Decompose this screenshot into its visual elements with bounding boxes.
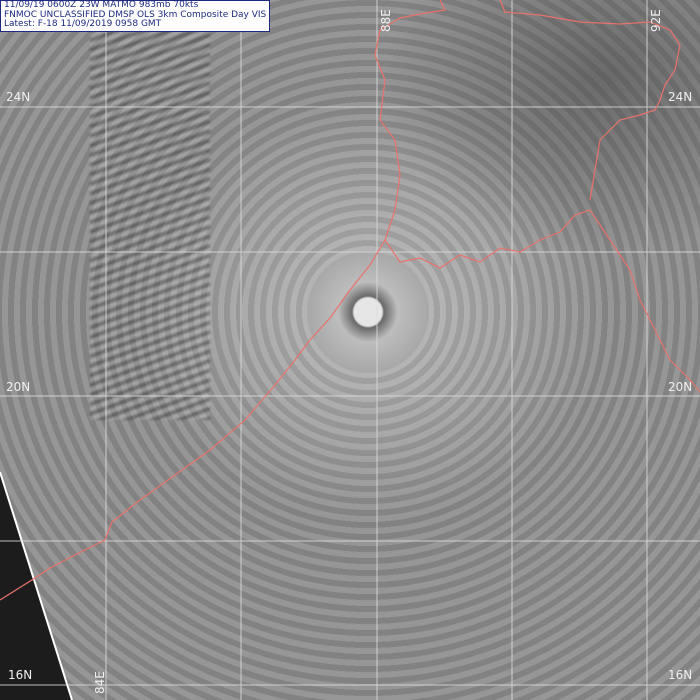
label-lat-16n-right: 16N [668, 668, 693, 682]
image-caption: 11/09/19 0600Z 23W MATMO 983mb 70kts FNM… [0, 0, 271, 32]
coastline-india-east [0, 239, 386, 601]
border-bangladesh-north [499, 0, 681, 201]
label-lon-92e: 92E [649, 9, 663, 32]
caption-latest-line: Latest: F-18 11/09/2019 0958 GMT [4, 19, 162, 29]
label-lat-20n-right: 20N [668, 380, 693, 394]
label-lat-24n-left: 24N [6, 90, 31, 104]
label-lon-88e: 88E [379, 9, 393, 32]
label-lon-84e: 84E [93, 671, 107, 694]
coastline [0, 0, 700, 601]
cloud-streets [90, 0, 210, 420]
coastline-bengal-delta [384, 209, 700, 393]
caption-storm-line: 11/09/19 0600Z 23W MATMO 983mb 70kts [4, 0, 199, 10]
label-lat-16n-left: 16N [8, 668, 33, 682]
border-india-bangladesh [374, 0, 446, 241]
label-lat-24n-right: 24N [668, 90, 693, 104]
caption-source-line: FNMOC UNCLASSIFIED DMSP OLS 3km Composit… [4, 9, 267, 20]
swath-edge [0, 471, 73, 700]
label-lat-20n-left: 20N [6, 380, 31, 394]
